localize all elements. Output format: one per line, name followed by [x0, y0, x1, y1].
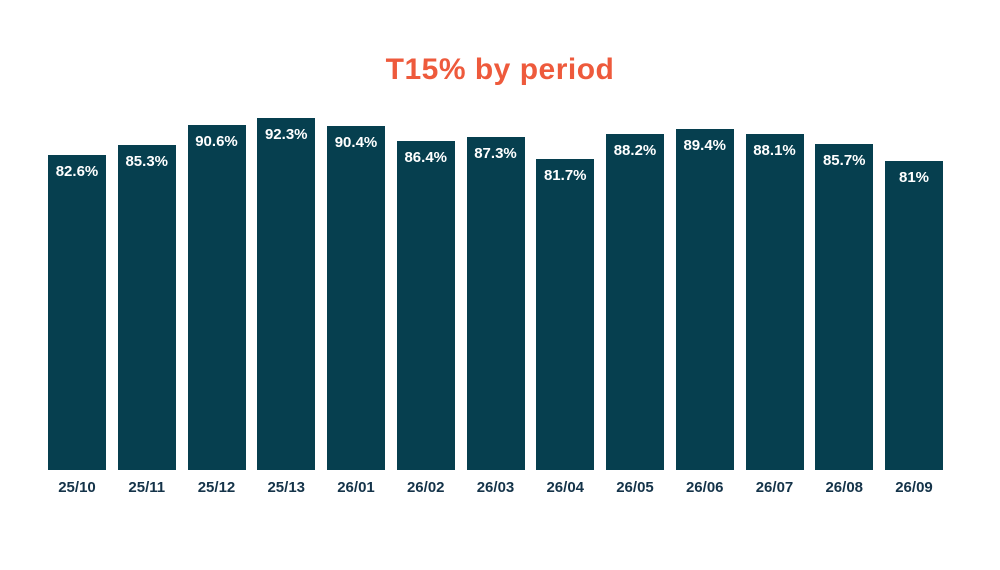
x-axis-tick-label: 25/13 [267, 479, 306, 496]
bar: 92.3% [257, 118, 316, 470]
bar-chart-plot-area: 82.6% 25/10 85.3% 25/11 90.6% 25/12 92.3… [48, 105, 943, 496]
x-axis-tick-label: 26/08 [825, 479, 864, 496]
chart-title: T15% by period [385, 53, 615, 86]
bar-value-label: 88.2% [613, 142, 657, 159]
bar-column: 88.1% 26/07 [745, 134, 804, 496]
bar-value-label: 89.4% [683, 137, 727, 155]
bar: 88.2% [606, 134, 664, 470]
bar: 89.4% [675, 129, 734, 470]
x-axis-tick-label: 26/05 [616, 479, 654, 496]
x-axis-tick-label: 26/02 [406, 479, 445, 496]
bar-value-label: 85.3% [125, 153, 169, 170]
bar-value-label: 92.3% [264, 126, 308, 144]
bar-value-label: 87.3% [474, 145, 517, 163]
bar-column: 81.7% 26/04 [536, 158, 595, 496]
bar-column: 86.4% 26/02 [396, 140, 455, 496]
bar-column: 87.3% 26/03 [466, 137, 525, 496]
x-axis-tick-label: 26/07 [755, 479, 794, 496]
bar-column: 90.6% 25/12 [187, 124, 246, 496]
bar-column: 89.4% 26/06 [675, 129, 734, 496]
bar-value-label: 88.1% [753, 142, 796, 160]
bar: 87.3% [466, 137, 525, 470]
bar-column: 85.7% 26/08 [815, 143, 874, 496]
bar: 90.6% [187, 124, 246, 470]
bar: 82.6% [48, 155, 106, 470]
bar-value-label: 90.4% [334, 133, 378, 151]
bar-value-label: 86.4% [404, 148, 448, 166]
x-axis-tick-label: 26/06 [685, 479, 724, 496]
bar-column: 82.6% 25/10 [48, 155, 106, 496]
bar-column: 85.3% 25/11 [117, 145, 176, 496]
bar: 88.1% [745, 134, 804, 470]
bar-column: 92.3% 25/13 [257, 118, 316, 496]
x-axis-tick-label: 25/11 [128, 479, 166, 496]
bar: 81.7% [536, 158, 595, 470]
bar: 90.4% [327, 125, 385, 470]
x-axis-tick-label: 26/04 [546, 479, 585, 496]
bar: 81% [885, 161, 943, 470]
bar: 85.3% [117, 145, 176, 470]
bar-value-label: 90.6% [195, 132, 238, 150]
bar: 85.7% [815, 143, 874, 470]
bar-value-label: 81% [898, 169, 930, 187]
bar-column: 90.4% 26/01 [327, 125, 385, 496]
bar: 86.4% [396, 140, 455, 470]
x-axis-tick-label: 26/01 [337, 479, 375, 496]
bar-column: 88.2% 26/05 [606, 134, 664, 496]
bar-column: 81% 26/09 [885, 161, 943, 496]
bar-value-label: 81.7% [543, 166, 587, 184]
x-axis-tick-label: 26/03 [476, 479, 515, 496]
x-axis-tick-label: 25/10 [58, 479, 96, 496]
x-axis-tick-label: 26/09 [895, 479, 933, 496]
bar-value-label: 85.7% [822, 151, 866, 169]
x-axis-tick-label: 25/12 [197, 479, 236, 496]
bar-value-label: 82.6% [55, 163, 99, 181]
